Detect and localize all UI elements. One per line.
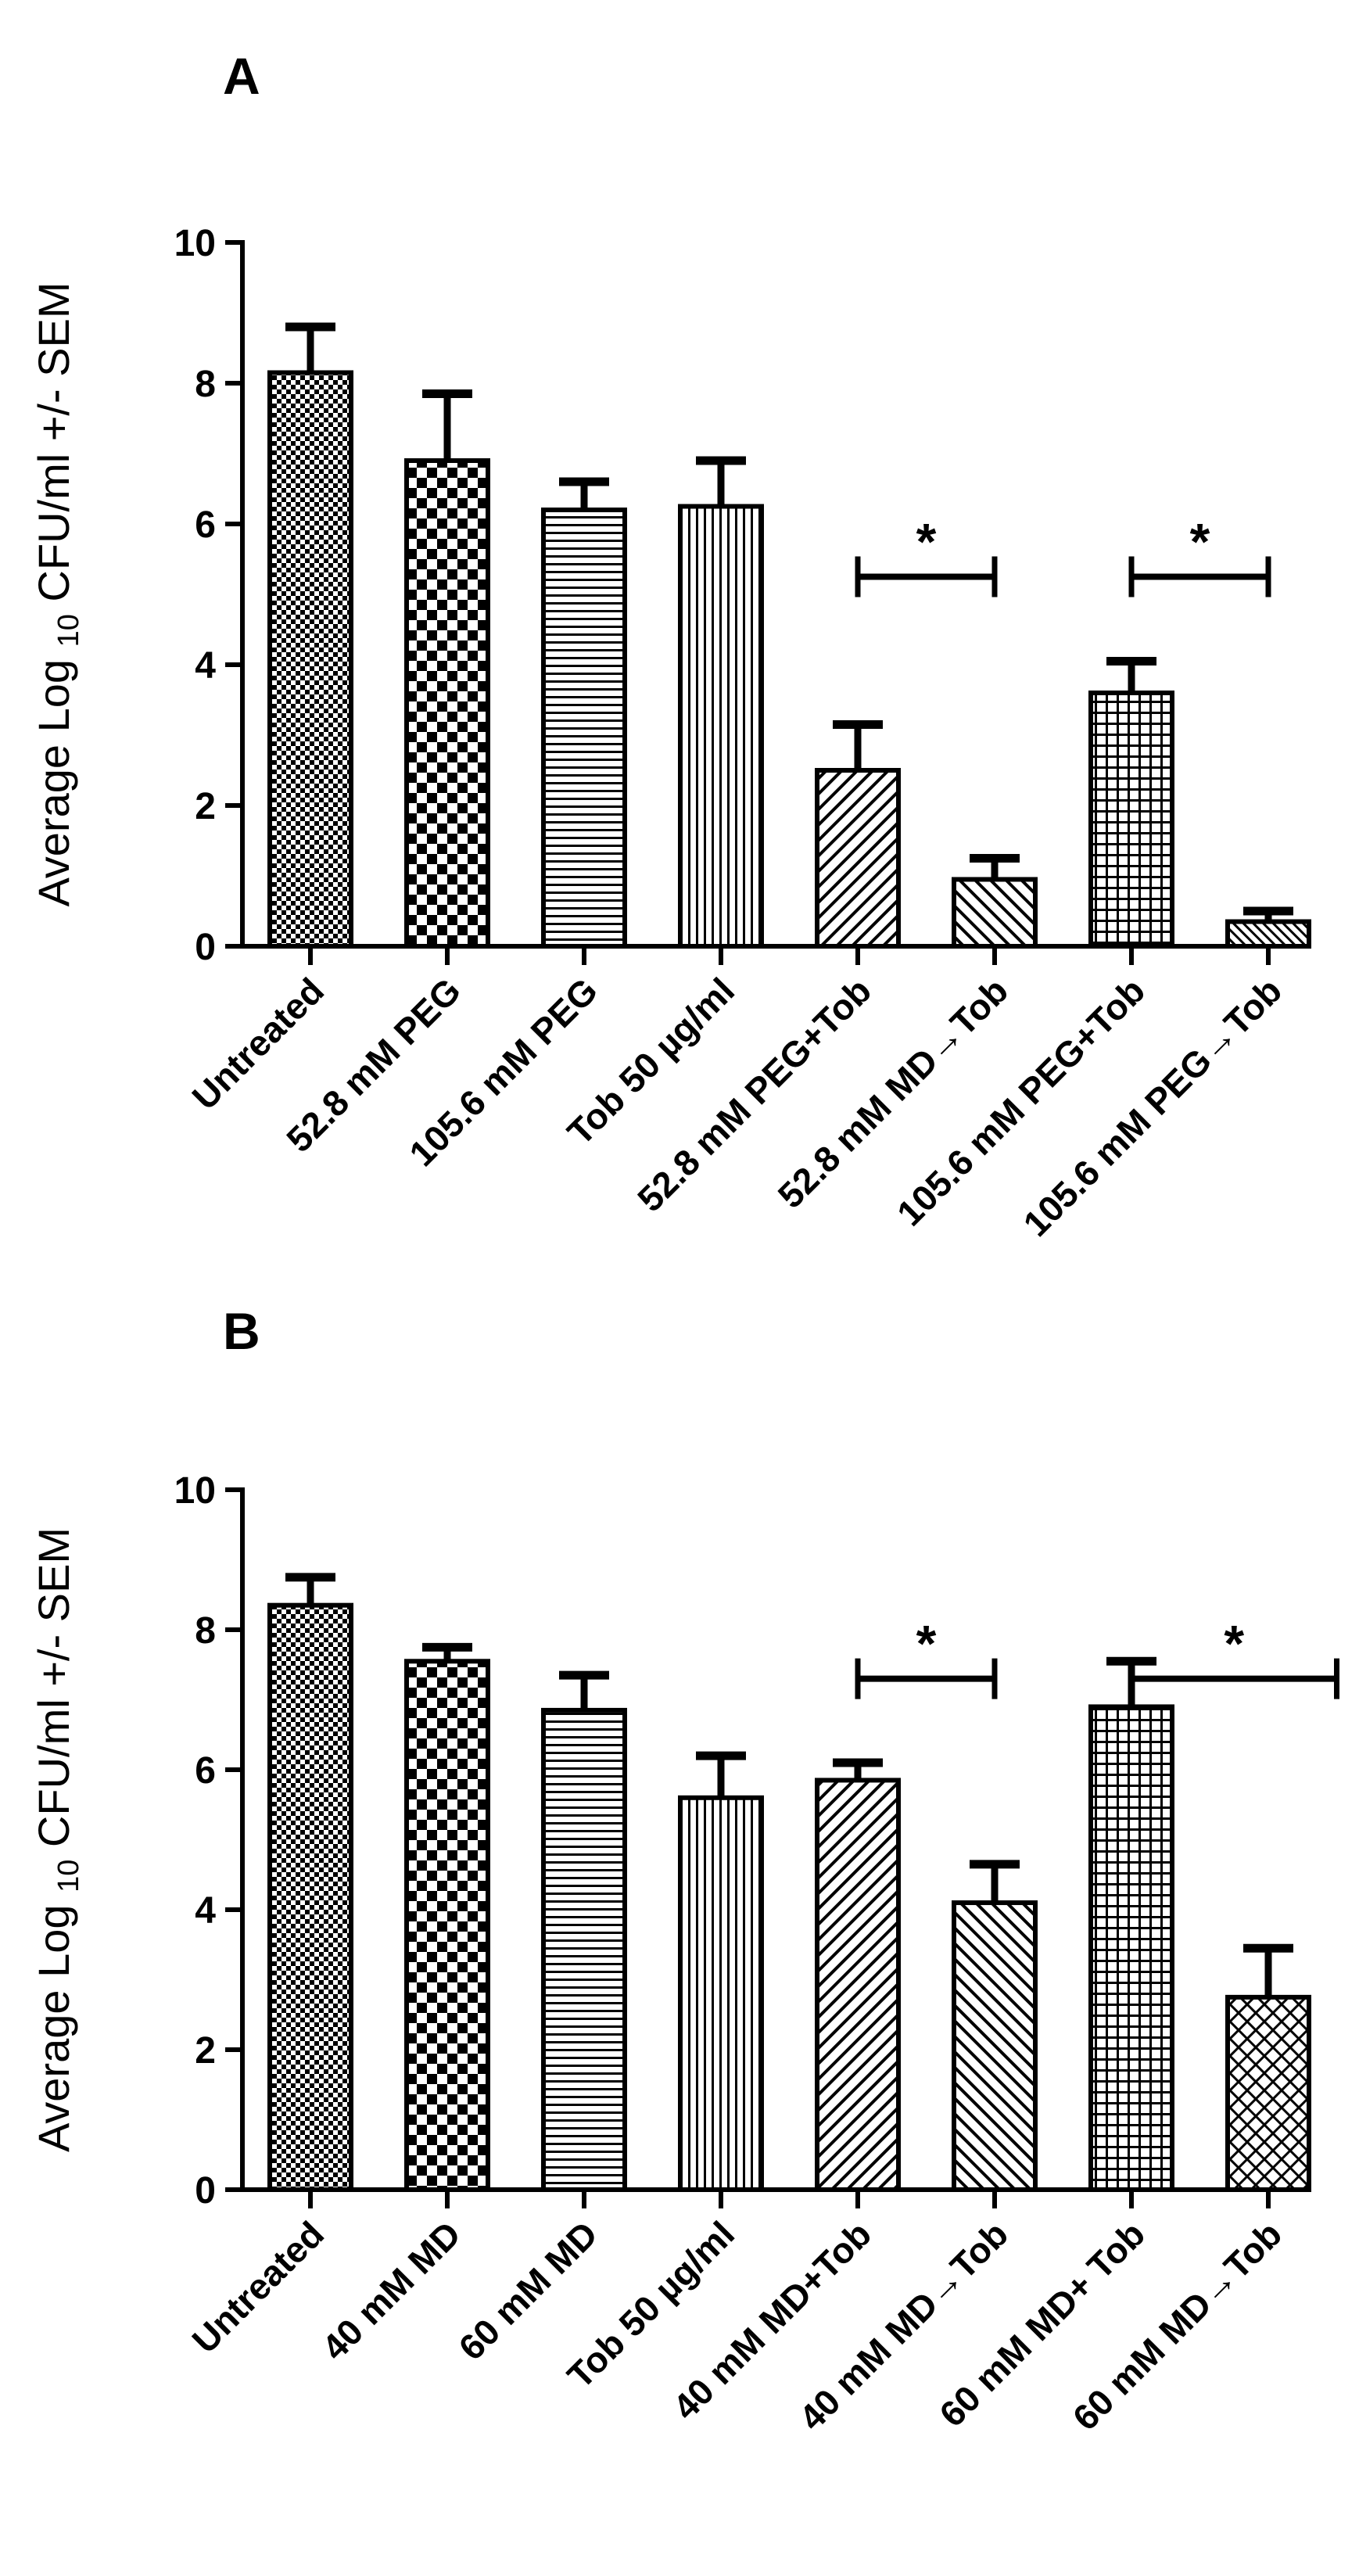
bar xyxy=(404,458,490,949)
significance-bracket: * xyxy=(1128,1615,1339,1699)
panel-letter: A xyxy=(223,47,260,105)
significance-star: * xyxy=(916,513,937,571)
category-label: 105.6 mM PEG→Tob xyxy=(1015,970,1289,1244)
bar xyxy=(815,768,901,949)
significance-star: * xyxy=(1190,513,1210,571)
bar xyxy=(678,504,764,949)
category-label: 52.8 mM PEG+Tob xyxy=(629,970,879,1219)
panel-a: A Average Log 10 CFU/ml +/- SEM 0 2 4 6 8 10 Unt… xyxy=(29,47,1311,1244)
bar xyxy=(952,877,1038,949)
y-tick-label: 2 xyxy=(195,786,216,827)
bar xyxy=(267,1602,353,2193)
y-tick-label: 0 xyxy=(195,927,216,968)
y-tick-label: 10 xyxy=(174,223,216,264)
y-tick-label: 4 xyxy=(195,645,216,687)
y-tick-label: 8 xyxy=(195,1610,216,1652)
significance-bracket: * xyxy=(855,1615,998,1699)
y-axis-label: Average Log 10 CFU/ml +/- SEM xyxy=(29,282,85,906)
significance-star: * xyxy=(1224,1615,1244,1673)
category-label: Untreated xyxy=(184,970,332,1118)
bar xyxy=(1088,1704,1174,2192)
bar xyxy=(1225,919,1311,949)
y-tick-label: 10 xyxy=(174,1470,216,1512)
bar xyxy=(1088,691,1174,949)
bar xyxy=(541,508,627,949)
significance-star: * xyxy=(916,1615,937,1673)
bar xyxy=(815,1778,901,2193)
y-tick-label: 8 xyxy=(195,364,216,405)
y-tick-label: 2 xyxy=(195,2030,216,2072)
bar xyxy=(678,1795,764,2193)
panel-b: B Average Log 10 CFU/ml +/- SEM 0 2 4 6 8 10 Unt… xyxy=(29,1302,1339,2438)
bar xyxy=(404,1659,490,2192)
y-tick-label: 4 xyxy=(195,1890,216,1932)
category-label: Untreated xyxy=(184,2213,332,2361)
y-tick-label: 0 xyxy=(195,2170,216,2212)
bar xyxy=(541,1707,627,2193)
category-label: 52.8 mM MD→Tob xyxy=(770,970,1016,1215)
category-label: 105.6 mM PEG+Tob xyxy=(889,970,1153,1233)
bar xyxy=(267,370,353,949)
bar xyxy=(952,1900,1038,2193)
category-label: 40 mM MD xyxy=(314,2213,468,2368)
significance-bracket: * xyxy=(855,513,998,597)
y-axis-label: Average Log 10 CFU/ml +/- SEM xyxy=(29,1527,85,2152)
y-tick-label: 6 xyxy=(195,1750,216,1792)
panel-letter: B xyxy=(223,1302,260,1360)
bar xyxy=(1225,1994,1311,2192)
significance-bracket: * xyxy=(1128,513,1271,597)
y-tick-label: 6 xyxy=(195,504,216,546)
